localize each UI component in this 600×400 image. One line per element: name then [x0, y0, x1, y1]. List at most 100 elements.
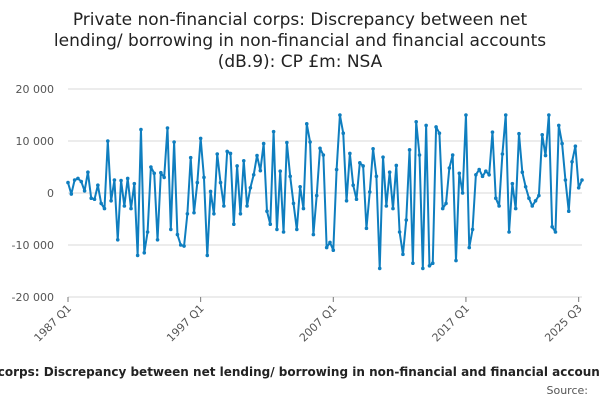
- data-point[interactable]: [570, 160, 574, 164]
- data-point[interactable]: [92, 197, 97, 202]
- data-point[interactable]: [487, 173, 491, 177]
- data-point[interactable]: [99, 201, 103, 206]
- data-point[interactable]: [358, 161, 362, 165]
- data-point[interactable]: [321, 153, 326, 157]
- data-point[interactable]: [553, 230, 558, 234]
- data-point[interactable]: [182, 244, 186, 248]
- data-point[interactable]: [165, 126, 170, 130]
- data-point[interactable]: [172, 140, 176, 144]
- data-point[interactable]: [69, 192, 74, 196]
- data-point[interactable]: [348, 151, 352, 156]
- data-point[interactable]: [82, 189, 87, 193]
- data-point[interactable]: [510, 181, 515, 186]
- data-point[interactable]: [331, 248, 336, 252]
- data-point[interactable]: [484, 169, 488, 173]
- data-point[interactable]: [338, 113, 342, 117]
- data-point[interactable]: [533, 199, 538, 203]
- data-point[interactable]: [192, 210, 196, 215]
- data-point[interactable]: [129, 206, 133, 211]
- data-point[interactable]: [314, 193, 319, 198]
- data-point[interactable]: [474, 173, 478, 177]
- data-point[interactable]: [308, 140, 312, 144]
- data-point[interactable]: [507, 230, 511, 234]
- data-point[interactable]: [417, 153, 422, 157]
- data-point[interactable]: [573, 144, 578, 148]
- data-point[interactable]: [248, 186, 253, 190]
- data-point[interactable]: [430, 261, 435, 266]
- data-point[interactable]: [195, 180, 200, 185]
- data-point[interactable]: [460, 191, 465, 195]
- data-point[interactable]: [560, 141, 564, 146]
- data-point[interactable]: [497, 204, 501, 208]
- data-point[interactable]: [271, 129, 276, 134]
- data-point[interactable]: [112, 178, 117, 182]
- data-point[interactable]: [404, 218, 409, 222]
- data-point[interactable]: [225, 149, 229, 154]
- data-point[interactable]: [334, 167, 339, 172]
- data-point[interactable]: [493, 196, 498, 200]
- data-point[interactable]: [440, 206, 445, 211]
- data-point[interactable]: [241, 158, 246, 163]
- data-point[interactable]: [258, 168, 263, 173]
- data-point[interactable]: [543, 153, 548, 158]
- data-point[interactable]: [384, 204, 389, 208]
- data-point[interactable]: [513, 206, 518, 211]
- data-point[interactable]: [311, 232, 316, 237]
- data-point[interactable]: [275, 227, 279, 232]
- data-point[interactable]: [371, 147, 375, 151]
- data-point[interactable]: [119, 178, 123, 183]
- data-point[interactable]: [169, 227, 173, 232]
- data-point[interactable]: [401, 252, 405, 257]
- data-point[interactable]: [397, 230, 402, 234]
- data-point[interactable]: [86, 170, 90, 174]
- data-point[interactable]: [354, 197, 359, 202]
- data-point[interactable]: [66, 180, 70, 185]
- data-point[interactable]: [109, 199, 113, 203]
- data-point[interactable]: [152, 171, 157, 176]
- data-point[interactable]: [530, 204, 535, 208]
- data-point[interactable]: [324, 245, 329, 250]
- data-point[interactable]: [437, 131, 442, 135]
- data-point[interactable]: [115, 238, 120, 242]
- data-point[interactable]: [467, 245, 472, 250]
- data-point[interactable]: [520, 170, 525, 174]
- data-point[interactable]: [407, 148, 412, 152]
- data-point[interactable]: [89, 196, 94, 200]
- data-point[interactable]: [500, 152, 505, 156]
- data-point[interactable]: [391, 206, 395, 211]
- data-point[interactable]: [351, 183, 355, 187]
- data-point[interactable]: [218, 180, 223, 185]
- legend-entry[interactable]: Private non-financial corps: Discrepancy…: [0, 365, 600, 379]
- data-point[interactable]: [490, 130, 495, 134]
- data-point[interactable]: [517, 131, 521, 136]
- data-point[interactable]: [228, 151, 233, 156]
- data-point[interactable]: [550, 225, 554, 229]
- data-point[interactable]: [208, 189, 213, 194]
- data-point[interactable]: [235, 164, 239, 168]
- data-point[interactable]: [102, 206, 107, 211]
- data-point[interactable]: [139, 127, 143, 132]
- data-point[interactable]: [122, 204, 127, 208]
- data-point[interactable]: [268, 222, 273, 226]
- data-point[interactable]: [367, 190, 372, 194]
- data-point[interactable]: [450, 153, 455, 157]
- data-point[interactable]: [261, 141, 266, 146]
- data-point[interactable]: [132, 181, 137, 186]
- data-point[interactable]: [291, 201, 296, 206]
- data-point[interactable]: [265, 209, 269, 213]
- data-point[interactable]: [444, 201, 448, 206]
- data-point[interactable]: [205, 253, 210, 258]
- data-point[interactable]: [159, 170, 163, 175]
- data-point[interactable]: [222, 204, 226, 208]
- data-point[interactable]: [377, 266, 382, 271]
- data-point[interactable]: [79, 179, 84, 184]
- data-point[interactable]: [477, 167, 482, 172]
- data-point[interactable]: [454, 258, 458, 263]
- data-point[interactable]: [215, 152, 220, 156]
- data-point[interactable]: [503, 113, 508, 117]
- data-point[interactable]: [202, 175, 206, 180]
- data-point[interactable]: [149, 165, 153, 169]
- data-point[interactable]: [255, 153, 259, 158]
- data-point[interactable]: [288, 174, 292, 179]
- data-point[interactable]: [556, 123, 561, 128]
